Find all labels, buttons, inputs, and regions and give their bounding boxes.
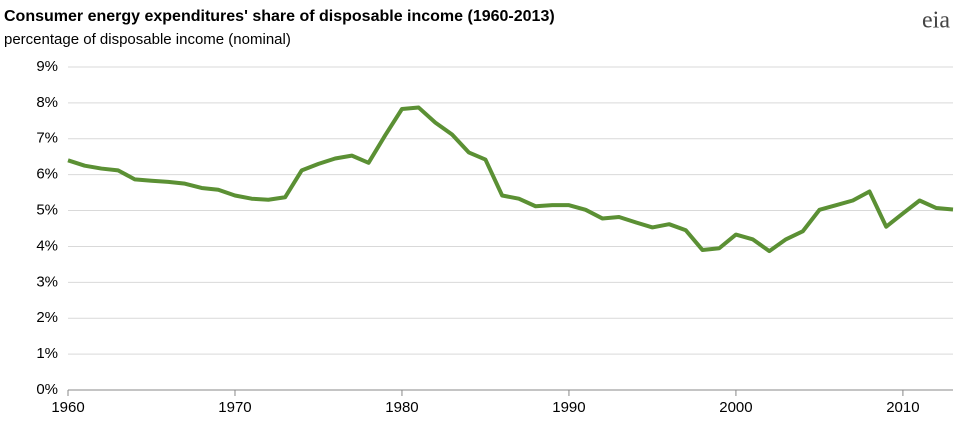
x-tick-label: 2010: [886, 399, 919, 416]
y-tick-label: 3%: [36, 273, 58, 290]
chart-subtitle: percentage of disposable income (nominal…: [4, 31, 291, 48]
x-tick-label: 2000: [719, 399, 752, 416]
y-tick-label: 8%: [36, 94, 58, 111]
x-tick-label: 1990: [552, 399, 585, 416]
y-tick-label: 9%: [36, 58, 58, 75]
y-tick-label: 6%: [36, 166, 58, 183]
y-tick-label: 0%: [36, 381, 58, 398]
x-tick-label: 1980: [385, 399, 418, 416]
y-tick-label: 7%: [36, 130, 58, 147]
chart-title: Consumer energy expenditures' share of d…: [4, 8, 555, 25]
line: [67, 105, 954, 254]
x-tick-label: 1970: [218, 399, 251, 416]
y-tick-label: 4%: [36, 237, 58, 254]
y-tick-label: 5%: [36, 202, 58, 219]
logo: eia: [922, 8, 950, 34]
y-tick-label: 1%: [36, 345, 58, 362]
x-tick-label: 1960: [51, 399, 84, 416]
y-tick-label: 2%: [36, 309, 58, 326]
